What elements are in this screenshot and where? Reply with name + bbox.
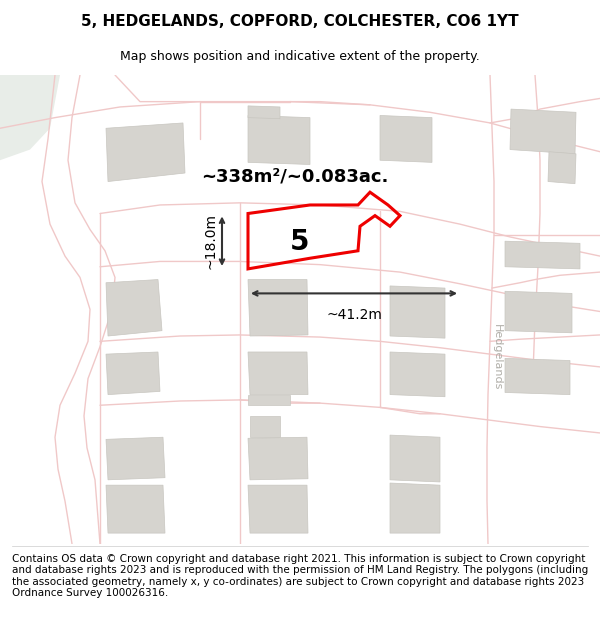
Polygon shape: [248, 279, 308, 336]
Polygon shape: [248, 485, 308, 533]
Polygon shape: [248, 116, 310, 164]
Polygon shape: [106, 485, 165, 533]
Polygon shape: [106, 279, 162, 336]
Polygon shape: [390, 483, 440, 533]
Text: Contains OS data © Crown copyright and database right 2021. This information is : Contains OS data © Crown copyright and d…: [12, 554, 588, 598]
Text: ~41.2m: ~41.2m: [326, 308, 382, 322]
Polygon shape: [548, 152, 576, 184]
Polygon shape: [106, 352, 160, 394]
Polygon shape: [106, 123, 185, 181]
Text: 5: 5: [290, 228, 310, 256]
Polygon shape: [248, 352, 308, 394]
Text: Map shows position and indicative extent of the property.: Map shows position and indicative extent…: [120, 50, 480, 62]
Polygon shape: [0, 75, 60, 160]
Polygon shape: [390, 435, 440, 482]
Text: ~338m²/~0.083ac.: ~338m²/~0.083ac.: [202, 168, 389, 185]
Polygon shape: [510, 109, 576, 154]
Polygon shape: [390, 286, 445, 338]
Polygon shape: [390, 352, 445, 397]
Polygon shape: [248, 438, 308, 480]
Text: Hedgelands: Hedgelands: [492, 324, 502, 391]
Polygon shape: [248, 394, 290, 405]
Polygon shape: [505, 241, 580, 269]
Polygon shape: [505, 358, 570, 394]
Polygon shape: [380, 116, 432, 162]
Polygon shape: [248, 106, 280, 119]
Polygon shape: [505, 291, 572, 332]
Polygon shape: [250, 416, 280, 437]
Polygon shape: [106, 438, 165, 480]
Text: ~18.0m: ~18.0m: [204, 213, 218, 269]
Text: 5, HEDGELANDS, COPFORD, COLCHESTER, CO6 1YT: 5, HEDGELANDS, COPFORD, COLCHESTER, CO6 …: [81, 14, 519, 29]
